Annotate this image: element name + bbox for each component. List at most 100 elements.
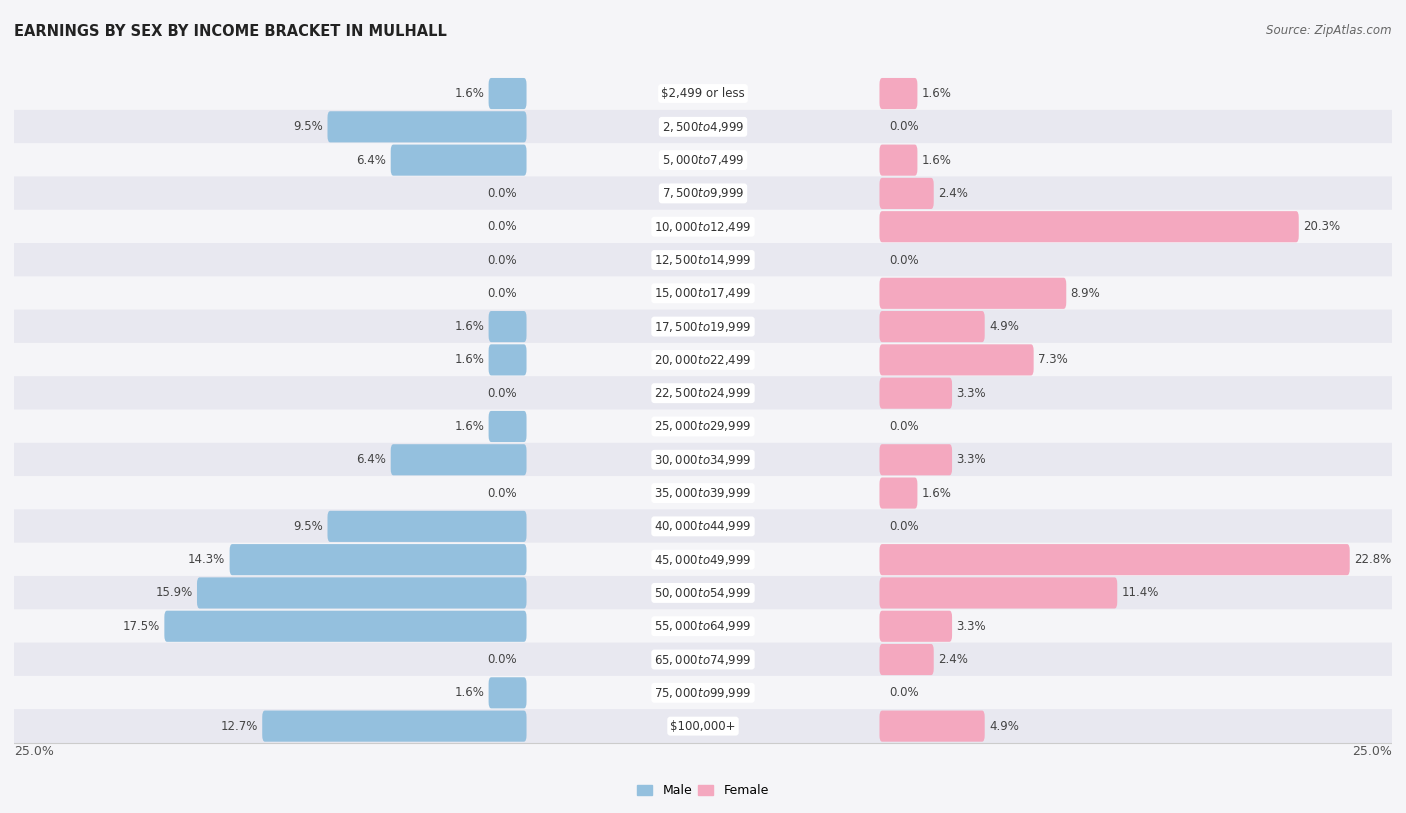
Text: 1.6%: 1.6%	[454, 686, 484, 699]
Text: $7,500 to $9,999: $7,500 to $9,999	[662, 186, 744, 201]
FancyBboxPatch shape	[880, 444, 952, 476]
Text: 0.0%: 0.0%	[488, 486, 517, 499]
Text: 9.5%: 9.5%	[294, 520, 323, 533]
FancyBboxPatch shape	[328, 511, 526, 542]
FancyBboxPatch shape	[880, 611, 952, 641]
Text: $15,000 to $17,499: $15,000 to $17,499	[654, 286, 752, 300]
Text: $30,000 to $34,999: $30,000 to $34,999	[654, 453, 752, 467]
FancyBboxPatch shape	[14, 210, 1392, 244]
Text: $100,000+: $100,000+	[671, 720, 735, 733]
Text: 6.4%: 6.4%	[357, 154, 387, 167]
Text: 9.5%: 9.5%	[294, 120, 323, 133]
Text: 1.6%: 1.6%	[454, 420, 484, 433]
Text: $10,000 to $12,499: $10,000 to $12,499	[654, 220, 752, 233]
Text: 1.6%: 1.6%	[454, 87, 484, 100]
Text: $20,000 to $22,499: $20,000 to $22,499	[654, 353, 752, 367]
FancyBboxPatch shape	[14, 709, 1392, 743]
FancyBboxPatch shape	[229, 544, 526, 576]
FancyBboxPatch shape	[14, 609, 1392, 643]
Text: 0.0%: 0.0%	[889, 254, 918, 267]
FancyBboxPatch shape	[263, 711, 526, 741]
FancyBboxPatch shape	[14, 476, 1392, 510]
Text: 14.3%: 14.3%	[188, 553, 225, 566]
Text: 8.9%: 8.9%	[1070, 287, 1101, 300]
FancyBboxPatch shape	[165, 611, 526, 641]
Text: 1.6%: 1.6%	[454, 320, 484, 333]
Legend: Male, Female: Male, Female	[633, 780, 773, 802]
Text: 25.0%: 25.0%	[1353, 745, 1392, 758]
FancyBboxPatch shape	[880, 211, 1299, 242]
FancyBboxPatch shape	[14, 576, 1392, 610]
Text: 0.0%: 0.0%	[488, 653, 517, 666]
Text: 0.0%: 0.0%	[889, 420, 918, 433]
FancyBboxPatch shape	[14, 676, 1392, 710]
FancyBboxPatch shape	[880, 544, 1350, 576]
FancyBboxPatch shape	[489, 345, 526, 376]
FancyBboxPatch shape	[391, 145, 526, 176]
FancyBboxPatch shape	[328, 111, 526, 142]
Text: 2.4%: 2.4%	[938, 187, 967, 200]
FancyBboxPatch shape	[14, 510, 1392, 543]
Text: 0.0%: 0.0%	[889, 520, 918, 533]
FancyBboxPatch shape	[14, 410, 1392, 443]
FancyBboxPatch shape	[14, 642, 1392, 676]
Text: Source: ZipAtlas.com: Source: ZipAtlas.com	[1267, 24, 1392, 37]
Text: $65,000 to $74,999: $65,000 to $74,999	[654, 653, 752, 667]
Text: $2,499 or less: $2,499 or less	[661, 87, 745, 100]
FancyBboxPatch shape	[880, 377, 952, 409]
Text: 3.3%: 3.3%	[956, 387, 986, 400]
Text: $12,500 to $14,999: $12,500 to $14,999	[654, 253, 752, 267]
Text: 11.4%: 11.4%	[1122, 586, 1159, 599]
Text: $5,000 to $7,499: $5,000 to $7,499	[662, 153, 744, 167]
FancyBboxPatch shape	[880, 477, 917, 509]
Text: 1.6%: 1.6%	[454, 354, 484, 367]
Text: 0.0%: 0.0%	[889, 120, 918, 133]
FancyBboxPatch shape	[14, 110, 1392, 144]
FancyBboxPatch shape	[14, 310, 1392, 344]
FancyBboxPatch shape	[14, 542, 1392, 576]
Text: $25,000 to $29,999: $25,000 to $29,999	[654, 420, 752, 433]
FancyBboxPatch shape	[14, 376, 1392, 411]
Text: EARNINGS BY SEX BY INCOME BRACKET IN MULHALL: EARNINGS BY SEX BY INCOME BRACKET IN MUL…	[14, 24, 447, 39]
Text: $22,500 to $24,999: $22,500 to $24,999	[654, 386, 752, 400]
Text: 7.3%: 7.3%	[1038, 354, 1067, 367]
FancyBboxPatch shape	[14, 243, 1392, 277]
FancyBboxPatch shape	[197, 577, 526, 608]
Text: 1.6%: 1.6%	[922, 87, 952, 100]
FancyBboxPatch shape	[880, 278, 1066, 309]
FancyBboxPatch shape	[880, 178, 934, 209]
Text: 0.0%: 0.0%	[889, 686, 918, 699]
FancyBboxPatch shape	[880, 577, 1118, 608]
Text: 25.0%: 25.0%	[14, 745, 53, 758]
FancyBboxPatch shape	[880, 644, 934, 675]
Text: 20.3%: 20.3%	[1303, 220, 1340, 233]
FancyBboxPatch shape	[14, 143, 1392, 177]
Text: 0.0%: 0.0%	[488, 187, 517, 200]
FancyBboxPatch shape	[489, 78, 526, 109]
FancyBboxPatch shape	[391, 444, 526, 476]
FancyBboxPatch shape	[489, 677, 526, 708]
Text: 17.5%: 17.5%	[122, 620, 160, 633]
FancyBboxPatch shape	[14, 76, 1392, 111]
Text: 22.8%: 22.8%	[1354, 553, 1391, 566]
Text: 0.0%: 0.0%	[488, 254, 517, 267]
Text: $55,000 to $64,999: $55,000 to $64,999	[654, 620, 752, 633]
FancyBboxPatch shape	[489, 411, 526, 442]
Text: 0.0%: 0.0%	[488, 387, 517, 400]
FancyBboxPatch shape	[880, 78, 917, 109]
FancyBboxPatch shape	[880, 311, 984, 342]
Text: 12.7%: 12.7%	[221, 720, 257, 733]
FancyBboxPatch shape	[880, 345, 1033, 376]
Text: $40,000 to $44,999: $40,000 to $44,999	[654, 520, 752, 533]
FancyBboxPatch shape	[14, 443, 1392, 476]
Text: $75,000 to $99,999: $75,000 to $99,999	[654, 686, 752, 700]
FancyBboxPatch shape	[14, 343, 1392, 377]
Text: 1.6%: 1.6%	[922, 154, 952, 167]
Text: $17,500 to $19,999: $17,500 to $19,999	[654, 320, 752, 333]
Text: 3.3%: 3.3%	[956, 620, 986, 633]
Text: $2,500 to $4,999: $2,500 to $4,999	[662, 120, 744, 134]
Text: 3.3%: 3.3%	[956, 454, 986, 467]
Text: $50,000 to $54,999: $50,000 to $54,999	[654, 586, 752, 600]
Text: $45,000 to $49,999: $45,000 to $49,999	[654, 553, 752, 567]
Text: 0.0%: 0.0%	[488, 220, 517, 233]
